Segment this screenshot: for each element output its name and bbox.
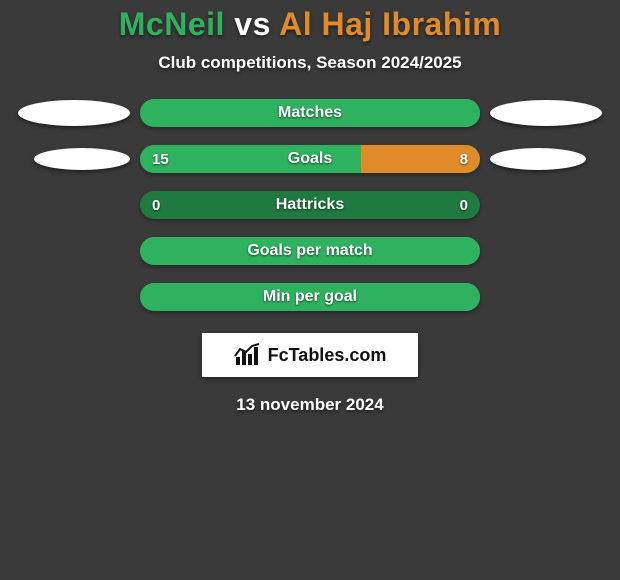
stat-row: Min per goal	[0, 283, 620, 311]
stat-row: Matches	[0, 99, 620, 127]
stat-row: Goals15 8	[0, 145, 620, 173]
right-ellipse-slot	[490, 100, 602, 126]
stat-label: Goals per match	[140, 237, 480, 265]
subtitle: Club competitions, Season 2024/2025	[158, 53, 461, 73]
stat-value-right: 0	[460, 191, 468, 219]
player-right-ellipse	[490, 100, 602, 126]
stat-label: Matches	[140, 99, 480, 127]
player-left-name: McNeil	[119, 6, 225, 42]
left-ellipse-slot	[18, 100, 130, 126]
right-ellipse-slot	[490, 148, 602, 170]
logo-text: FcTables.com	[268, 345, 387, 366]
stats-rows: Matches Goals15 8 Hattricks0 0 Goals per matc…	[0, 99, 620, 311]
snapshot-date: 13 november 2024	[236, 395, 383, 415]
page-title: McNeil vs Al Haj Ibrahim	[119, 6, 501, 43]
stat-bar: Min per goal	[140, 283, 480, 311]
player-left-ellipse	[34, 148, 130, 170]
source-logo: FcTables.com	[202, 333, 418, 377]
stat-row: Goals per match	[0, 237, 620, 265]
stat-value-left: 0	[152, 191, 160, 219]
stat-row: Hattricks0 0	[0, 191, 620, 219]
chart-bars-icon	[234, 343, 262, 367]
stat-value-left: 15	[152, 145, 169, 173]
stat-bar: Goals per match	[140, 237, 480, 265]
player-right-ellipse	[490, 148, 586, 170]
stat-value-right: 8	[460, 145, 468, 173]
stat-bar: Hattricks0 0	[140, 191, 480, 219]
stat-bar: Matches	[140, 99, 480, 127]
comparison-infographic: McNeil vs Al Haj Ibrahim Club competitio…	[0, 0, 620, 580]
stat-label: Goals	[140, 145, 480, 173]
stat-label: Min per goal	[140, 283, 480, 311]
title-vs: vs	[234, 6, 271, 42]
player-left-ellipse	[18, 100, 130, 126]
stat-label: Hattricks	[140, 191, 480, 219]
left-ellipse-slot	[18, 148, 130, 170]
stat-bar: Goals15 8	[140, 145, 480, 173]
player-right-name: Al Haj Ibrahim	[279, 6, 501, 42]
